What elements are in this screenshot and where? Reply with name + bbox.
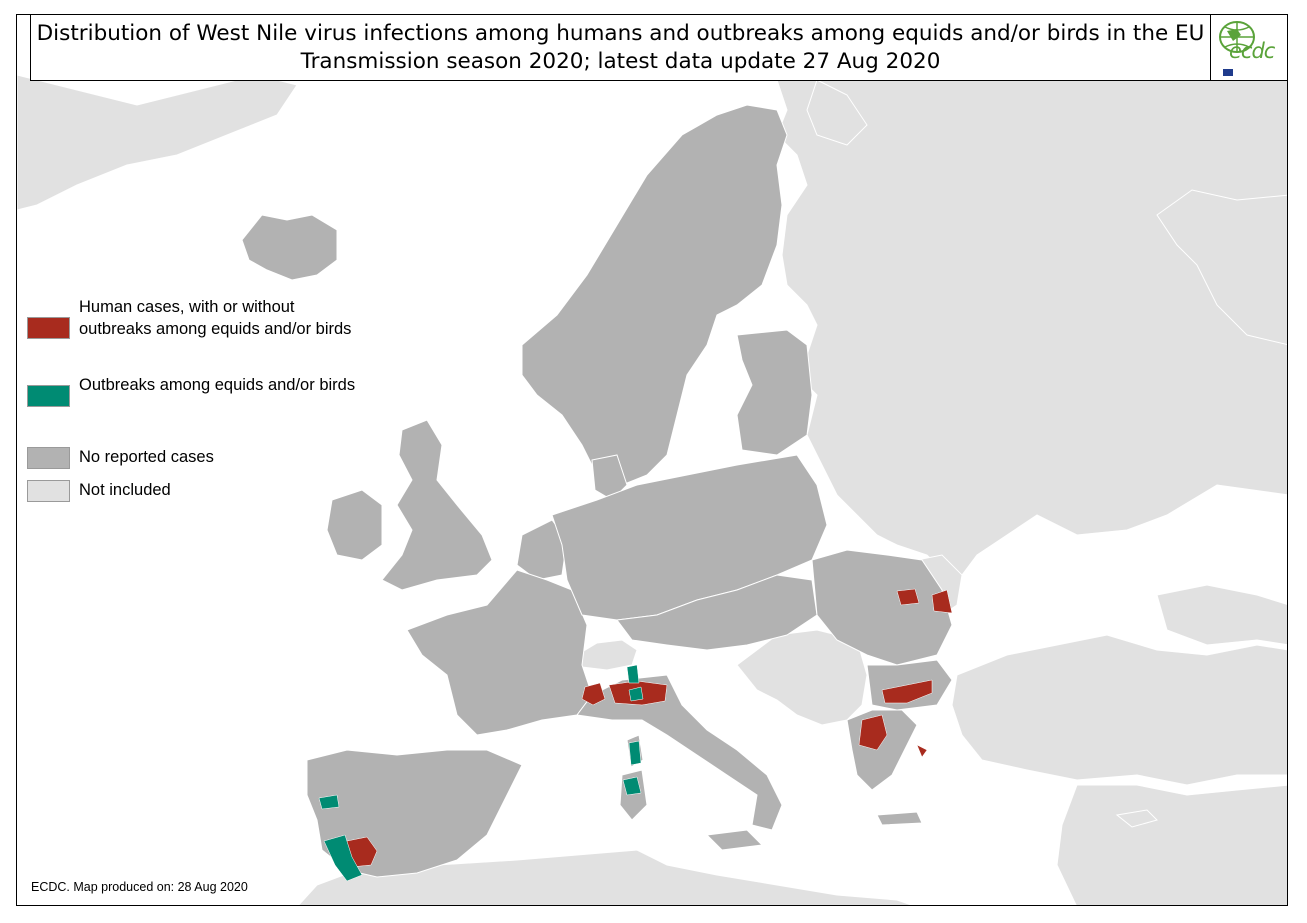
sicily [705,829,764,851]
map-title-box: Distribution of West Nile virus infectio… [30,15,1210,81]
europe-map [17,74,1287,905]
france [406,569,593,736]
russia-belarus-ukraine [776,79,1287,576]
region-sardinia [622,776,642,796]
map-subtitle: Transmission season 2020; latest data up… [300,49,941,74]
legend-swatch-not-included [27,480,70,502]
globe-icon [1219,21,1255,53]
region-central-macedonia [858,714,888,751]
region-piedmont [581,682,606,706]
region-corsica [628,740,642,766]
legend-label-no-cases: No reported cases [79,448,214,466]
crete [876,811,923,826]
iceland [241,214,338,281]
equid-bird-outbreak-regions [318,664,644,882]
eu-flag-icon [1223,69,1233,76]
baltic-states [736,329,813,456]
greenland [17,74,298,211]
logo-text: ecdc [1229,39,1275,63]
region-romania-east [931,589,953,614]
region-emilia [628,686,644,702]
region-greek-islands [916,744,928,758]
romania [811,549,953,666]
ireland [326,489,383,561]
map-footer-note: ECDC. Map produced on: 28 Aug 2020 [31,880,248,894]
caucasus [1156,584,1287,646]
region-romania-south [896,588,920,606]
great-britain [381,419,493,591]
map-frame: Distribution of West Nile virus infectio… [16,14,1288,906]
region-bulgaria-greece-border [881,679,933,704]
benelux [516,519,568,581]
legend-swatch-no-cases [27,447,70,469]
germany-poland-central [551,454,828,621]
norway-sweden-finland [521,104,788,486]
no-reported-cases-regions [241,104,953,878]
middle-east [1056,784,1287,905]
italy [576,674,783,831]
switzerland [576,639,638,671]
legend-swatch-equid-bird-outbreaks [27,385,70,407]
legend-label-equid-bird-outbreaks: Outbreaks among equids and/or birds [79,376,356,394]
map-title: Distribution of West Nile virus infectio… [36,21,1205,46]
cyprus [1115,809,1158,828]
legend-label-not-included: Not included [79,481,171,499]
ecdc-logo: ecdc [1210,15,1287,81]
not-included-regions [17,74,1287,905]
kola-arctic [806,79,868,146]
svalbard [1156,189,1287,346]
turkey [951,634,1287,786]
region-lombardy-north [626,664,640,684]
region-portugal [318,794,340,810]
legend-label-human-cases: Human cases, with or without outbreaks a… [79,298,352,338]
legend-swatch-human-cases [27,317,70,339]
region-huelva-cadiz [323,834,363,882]
western-balkans [736,629,868,726]
